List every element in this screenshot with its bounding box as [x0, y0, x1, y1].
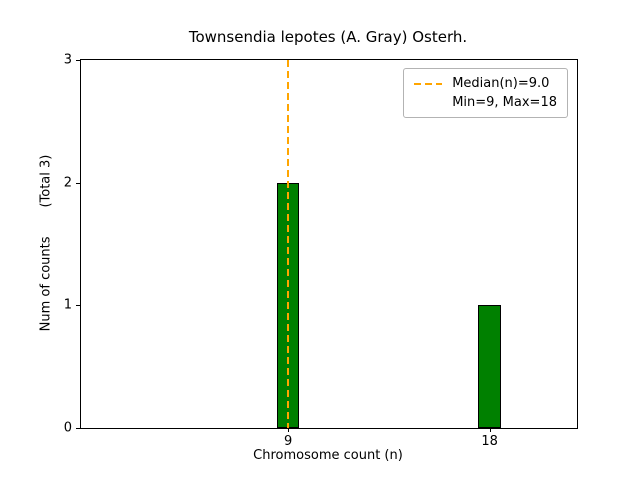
bar-n18	[478, 305, 501, 428]
legend: Median(n)=9.0 Min=9, Max=18	[403, 68, 568, 118]
legend-entry-minmax: Min=9, Max=18	[452, 95, 557, 110]
legend-median-line-sample	[414, 82, 443, 85]
x-tick-mark	[288, 428, 290, 432]
y-axis-label: Num of counts (Total 3)	[38, 154, 54, 332]
y-tick-label: 2	[63, 175, 72, 191]
legend-entry-median: Median(n)=9.0	[452, 76, 550, 91]
y-tick-mark	[76, 182, 80, 184]
y-tick-mark	[76, 428, 80, 429]
chart-title: Townsendia lepotes (A. Gray) Osterh.	[188, 28, 468, 46]
y-tick-mark	[76, 305, 80, 307]
x-tick-label: 9	[283, 434, 293, 449]
x-axis-label: Chromosome count (n)	[253, 448, 403, 463]
x-tick-label: 18	[481, 434, 498, 449]
y-tick-label: 0	[63, 420, 72, 436]
median-line	[287, 60, 290, 428]
plot-area: Median(n)=9.0 Min=9, Max=18 9 18 0 1 2 3	[64, 53, 578, 449]
x-tick-mark	[489, 428, 491, 432]
y-tick-mark	[76, 60, 80, 61]
y-tick-label: 1	[63, 297, 72, 313]
y-tick-label: 3	[63, 52, 72, 68]
